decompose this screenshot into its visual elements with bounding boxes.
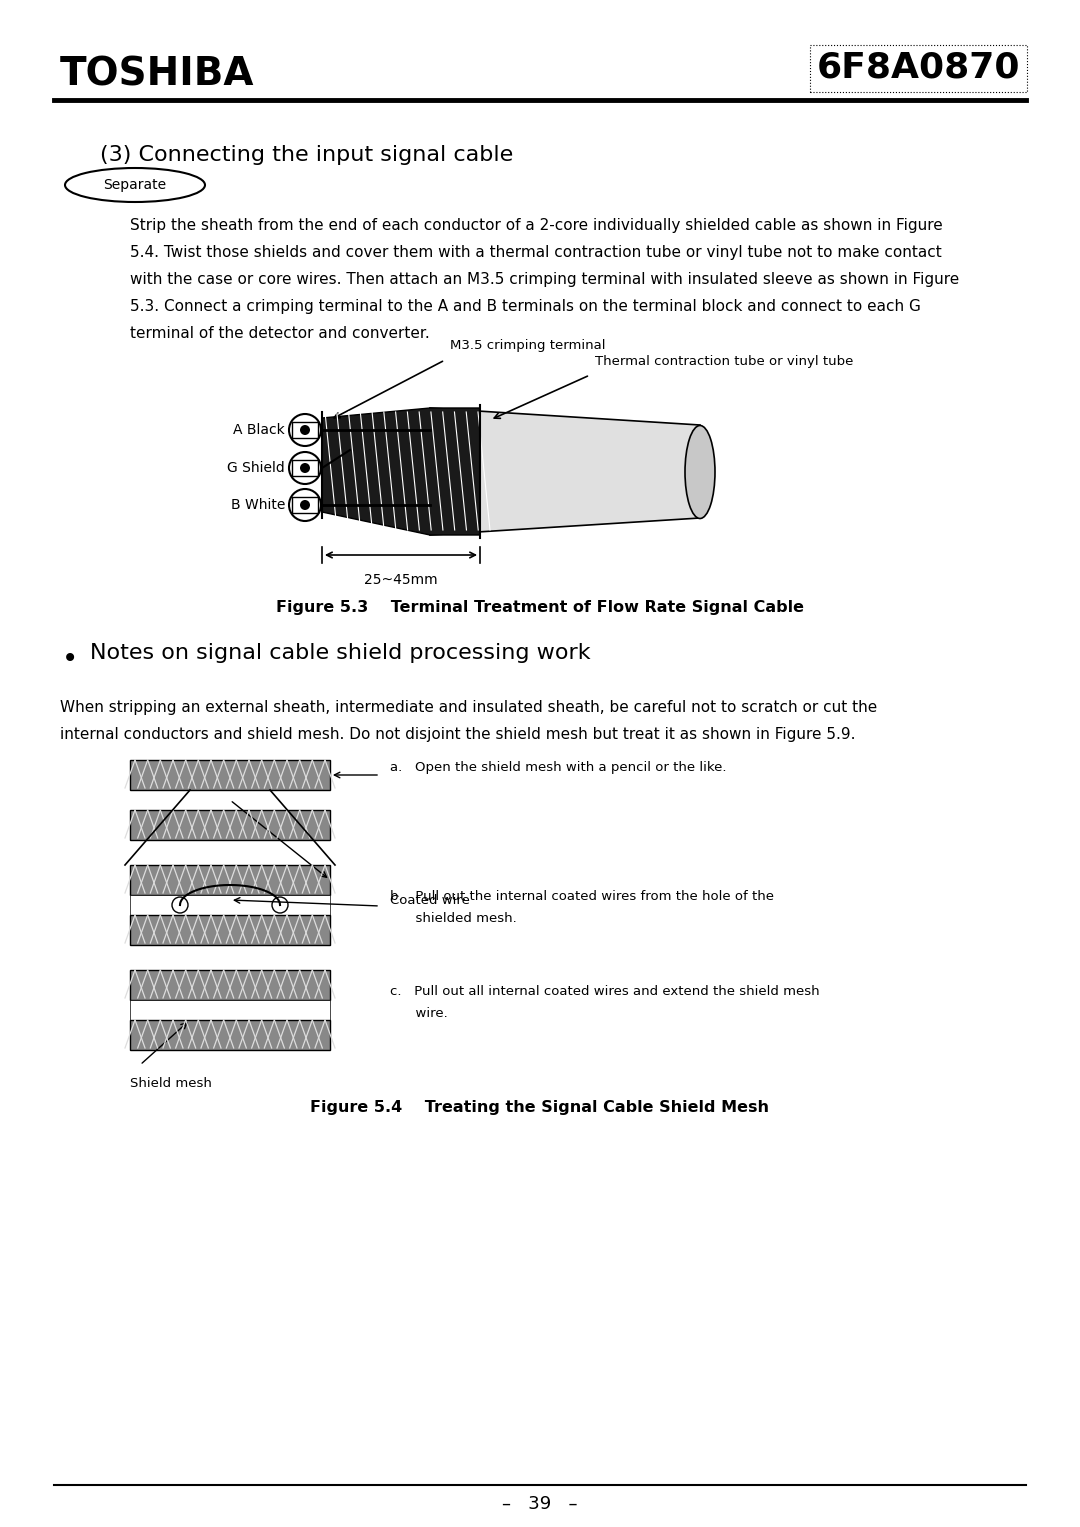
Text: terminal of the detector and converter.: terminal of the detector and converter. [130, 325, 430, 341]
Text: 5.3. Connect a crimping terminal to the A and B terminals on the terminal block : 5.3. Connect a crimping terminal to the … [130, 299, 921, 315]
Text: G Shield: G Shield [227, 461, 285, 475]
Text: –   39   –: – 39 – [502, 1495, 578, 1513]
Text: Strip the sheath from the end of each conductor of a 2-core individually shielde: Strip the sheath from the end of each co… [130, 218, 943, 234]
Ellipse shape [685, 426, 715, 519]
Text: M3.5 crimping terminal: M3.5 crimping terminal [450, 339, 606, 353]
Text: (3) Connecting the input signal cable: (3) Connecting the input signal cable [100, 145, 513, 165]
Text: •: • [62, 644, 78, 673]
Text: Figure 5.4    Treating the Signal Cable Shield Mesh: Figure 5.4 Treating the Signal Cable Shi… [311, 1099, 769, 1115]
FancyBboxPatch shape [130, 895, 330, 915]
Text: Shield mesh: Shield mesh [130, 1077, 212, 1090]
FancyBboxPatch shape [130, 970, 330, 1000]
Text: wire.: wire. [390, 1006, 448, 1020]
FancyBboxPatch shape [130, 915, 330, 945]
Text: When stripping an external sheath, intermediate and insulated sheath, be careful: When stripping an external sheath, inter… [60, 699, 877, 715]
Text: internal conductors and shield mesh. Do not disjoint the shield mesh but treat i: internal conductors and shield mesh. Do … [60, 727, 855, 742]
FancyBboxPatch shape [130, 809, 330, 840]
Text: Coated wire: Coated wire [390, 895, 470, 907]
Text: Figure 5.3    Terminal Treatment of Flow Rate Signal Cable: Figure 5.3 Terminal Treatment of Flow Ra… [276, 600, 804, 615]
FancyBboxPatch shape [130, 864, 330, 895]
Text: Notes on signal cable shield processing work: Notes on signal cable shield processing … [90, 643, 591, 663]
Text: 6F8A0870: 6F8A0870 [816, 50, 1020, 86]
FancyBboxPatch shape [130, 1000, 330, 1020]
FancyBboxPatch shape [292, 421, 318, 438]
Text: TOSHIBA: TOSHIBA [60, 56, 255, 95]
Text: a.   Open the shield mesh with a pencil or the like.: a. Open the shield mesh with a pencil or… [390, 762, 727, 774]
Circle shape [300, 463, 310, 473]
Polygon shape [430, 408, 700, 534]
Text: Thermal contraction tube or vinyl tube: Thermal contraction tube or vinyl tube [595, 354, 853, 368]
Circle shape [300, 425, 310, 435]
Text: shielded mesh.: shielded mesh. [390, 912, 516, 925]
FancyBboxPatch shape [292, 460, 318, 476]
Text: 25~45mm: 25~45mm [364, 573, 437, 586]
Polygon shape [322, 408, 480, 534]
Text: with the case or core wires. Then attach an M3.5 crimping terminal with insulate: with the case or core wires. Then attach… [130, 272, 959, 287]
Text: c.   Pull out all internal coated wires and extend the shield mesh: c. Pull out all internal coated wires an… [390, 985, 820, 999]
Text: b.   Pull out the internal coated wires from the hole of the: b. Pull out the internal coated wires fr… [390, 890, 774, 902]
Text: B White: B White [231, 498, 285, 512]
Circle shape [300, 499, 310, 510]
FancyBboxPatch shape [292, 496, 318, 513]
FancyBboxPatch shape [130, 760, 330, 789]
Text: Separate: Separate [104, 179, 166, 192]
Text: 5.4. Twist those shields and cover them with a thermal contraction tube or vinyl: 5.4. Twist those shields and cover them … [130, 244, 942, 260]
FancyBboxPatch shape [130, 1020, 330, 1051]
Text: A Black: A Black [233, 423, 285, 437]
